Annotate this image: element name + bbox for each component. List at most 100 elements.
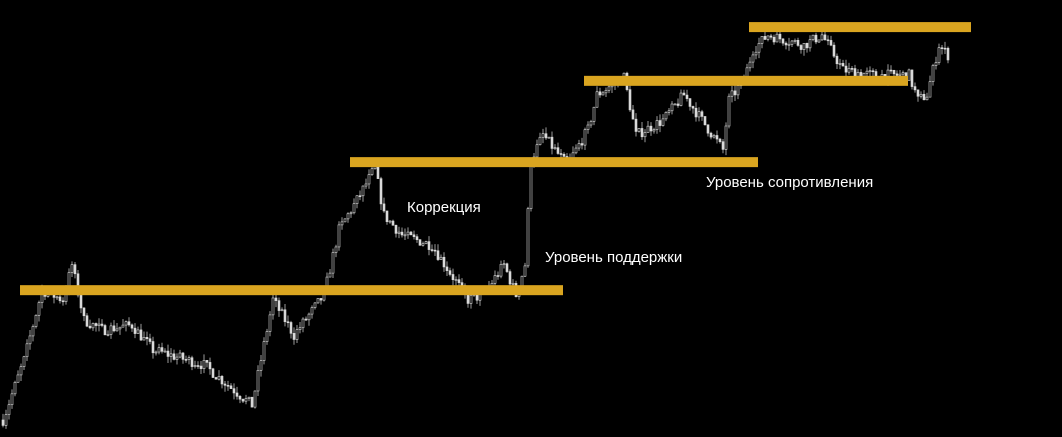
candle-body	[160, 347, 164, 352]
candle-body	[433, 249, 437, 252]
candle-body	[598, 91, 602, 96]
candle-body	[37, 302, 41, 316]
candle-body	[61, 300, 65, 303]
candle-body	[640, 128, 644, 138]
candle-body	[154, 351, 158, 354]
candle-body	[97, 323, 101, 326]
candle-body	[802, 43, 806, 50]
candle-body	[511, 283, 515, 285]
price-level-line-2	[350, 157, 758, 168]
candle-body	[439, 256, 443, 260]
candle-body	[73, 264, 77, 275]
candle-body	[919, 93, 923, 97]
candle-body	[727, 95, 731, 127]
annotation-support-level: Уровень поддержки	[545, 249, 683, 266]
candle-body	[175, 356, 179, 360]
candle-body	[331, 252, 335, 274]
candle-body	[223, 383, 227, 386]
candle-body	[922, 93, 926, 101]
candle-body	[502, 263, 506, 266]
annotation-resistance-level: Уровень сопротивления	[706, 174, 874, 191]
candle-body	[637, 128, 641, 132]
candle-body	[283, 309, 287, 323]
candle-body	[295, 329, 299, 340]
candle-body	[787, 43, 791, 46]
candle-body	[760, 36, 764, 44]
candle-body	[298, 327, 302, 330]
candle-body	[751, 54, 755, 63]
candle-body	[118, 326, 122, 330]
candle-body	[1, 419, 5, 426]
candle-body	[253, 390, 257, 408]
candle-body	[544, 133, 548, 139]
candle-body	[34, 315, 38, 327]
candle-body	[757, 43, 761, 53]
candle-body	[352, 203, 356, 214]
candle-body	[763, 36, 767, 40]
candle-body	[820, 34, 824, 41]
candle-body	[424, 241, 428, 245]
candle-body	[889, 69, 893, 72]
candle-body	[349, 212, 353, 215]
candle-body	[184, 359, 188, 361]
candle-body	[268, 314, 272, 332]
candle-body	[526, 208, 530, 267]
candle-body	[664, 112, 668, 120]
candle-body	[214, 377, 218, 380]
candle-body	[496, 275, 500, 277]
candle-body	[505, 263, 509, 272]
candle-body	[469, 295, 473, 304]
candle-body	[748, 61, 752, 69]
candle-body	[211, 368, 215, 378]
candle-body	[346, 213, 350, 220]
candle-body	[658, 120, 662, 126]
candle-body	[55, 296, 59, 299]
candle-body	[406, 231, 410, 236]
price-level-line-1	[20, 285, 563, 296]
candle-body	[628, 89, 632, 111]
candle-body	[367, 174, 371, 185]
candle-body	[835, 55, 839, 65]
candle-body	[607, 86, 611, 91]
candle-body	[229, 385, 233, 389]
candle-body	[457, 279, 461, 283]
candle-body	[193, 365, 197, 367]
candle-body	[538, 136, 542, 146]
candle-body	[547, 136, 551, 139]
candle-body	[127, 321, 131, 326]
candle-body	[550, 136, 554, 149]
candle-body	[676, 103, 680, 106]
candle-body	[13, 381, 17, 395]
candle-body	[430, 249, 434, 251]
candle-body	[838, 63, 842, 65]
candle-body	[631, 109, 635, 120]
candle-body	[940, 47, 944, 49]
candle-body	[178, 352, 182, 358]
candle-body	[250, 396, 254, 408]
candle-body	[292, 333, 296, 340]
candle-body	[355, 195, 359, 204]
candle-body	[709, 132, 713, 138]
candle-body	[100, 323, 104, 326]
candle-body	[142, 337, 146, 341]
candle-body	[847, 68, 851, 73]
candle-body	[454, 279, 458, 281]
candle-body	[85, 315, 89, 327]
candle-body	[121, 324, 125, 328]
candle-body	[718, 138, 722, 142]
candle-body	[427, 241, 431, 250]
candle-body	[340, 221, 344, 226]
candle-body	[691, 106, 695, 109]
price-level-line-4	[749, 22, 971, 33]
candle-body	[712, 135, 716, 138]
candle-body	[574, 147, 578, 154]
candle-body	[403, 234, 407, 237]
candle-body	[241, 398, 245, 402]
candle-body	[898, 73, 902, 76]
candle-body	[643, 132, 647, 138]
candle-body	[412, 234, 416, 237]
candle-body	[187, 357, 191, 360]
candle-body	[265, 331, 269, 342]
